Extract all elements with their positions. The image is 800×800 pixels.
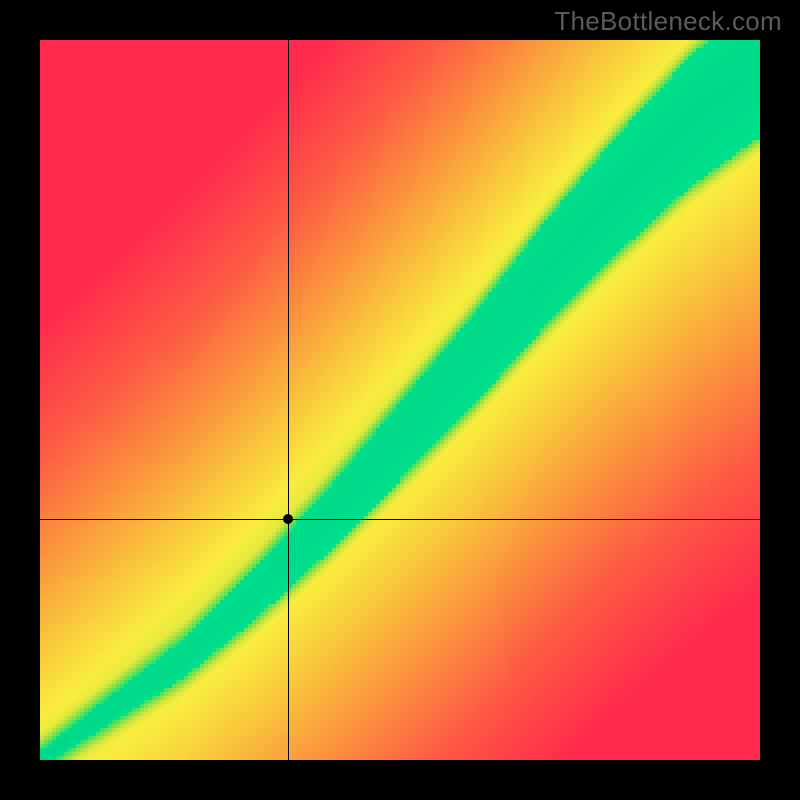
crosshair-vertical — [288, 40, 289, 760]
bottleneck-heatmap — [40, 40, 760, 760]
crosshair-horizontal — [40, 519, 760, 520]
current-config-marker — [283, 514, 293, 524]
heatmap-canvas — [40, 40, 760, 760]
watermark-text: TheBottleneck.com — [554, 6, 782, 37]
